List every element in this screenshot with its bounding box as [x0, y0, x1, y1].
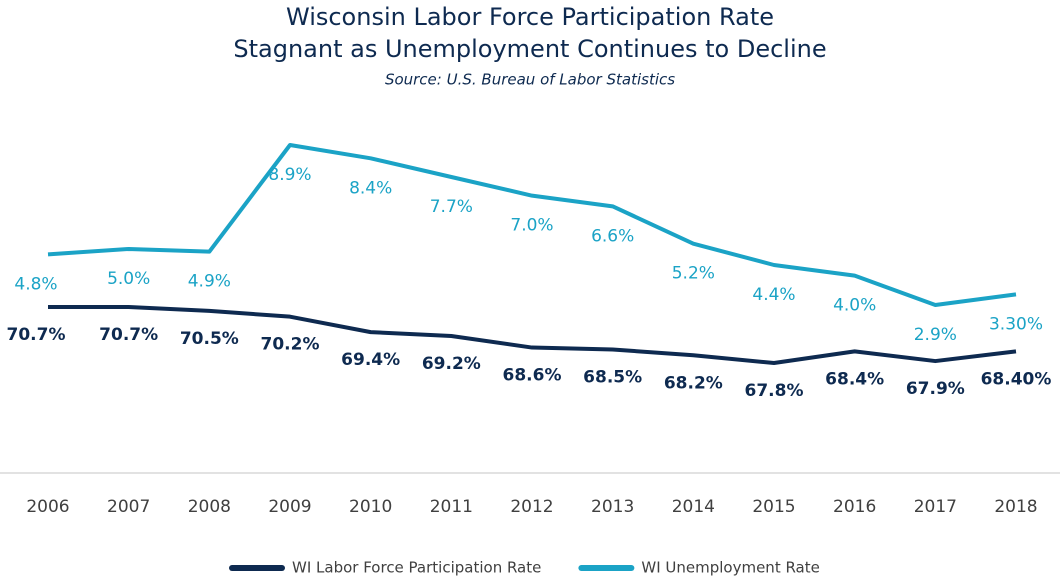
data-label: 70.7%	[99, 325, 158, 345]
data-label: 70.2%	[261, 335, 320, 355]
data-label: 4.0%	[833, 296, 876, 316]
data-label: 4.9%	[188, 272, 231, 292]
chart-source: Source: U.S. Bureau of Labor Statistics	[385, 71, 675, 89]
x-tick-label: 2016	[833, 497, 876, 517]
x-tick-label: 2010	[349, 497, 392, 517]
series-line	[48, 305, 1017, 365]
x-tick-label: 2012	[510, 497, 553, 517]
data-label: 68.6%	[503, 366, 562, 386]
data-label: 67.8%	[745, 381, 804, 401]
data-label: 8.9%	[268, 165, 311, 185]
data-label: 67.9%	[906, 379, 965, 399]
data-label: 5.0%	[107, 269, 150, 289]
data-label: 68.40%	[981, 369, 1052, 389]
data-label: 68.2%	[664, 373, 723, 393]
legend-label: WI Labor Force Participation Rate	[292, 559, 541, 577]
data-label: 3.30%	[989, 314, 1043, 334]
data-label: 5.2%	[672, 264, 715, 284]
data-label: 6.6%	[591, 226, 634, 246]
data-label: 69.2%	[422, 354, 481, 374]
data-label: 2.9%	[914, 325, 957, 345]
x-tick-label: 2013	[591, 497, 634, 517]
data-label: 68.5%	[583, 367, 642, 387]
x-tick-label: 2011	[430, 497, 473, 517]
x-tick-label: 2018	[994, 497, 1037, 517]
x-tick-label: 2008	[188, 497, 231, 517]
x-tick-label: 2017	[914, 497, 957, 517]
data-label: 4.8%	[14, 274, 57, 294]
data-label: 7.0%	[510, 216, 553, 236]
data-label: 8.4%	[349, 178, 392, 198]
x-tick-label: 2006	[26, 497, 69, 517]
x-tick-label: 2015	[752, 497, 795, 517]
data-label: 70.5%	[180, 329, 239, 349]
chart-title: Wisconsin Labor Force Participation Rate	[286, 3, 774, 31]
x-tick-label: 2014	[672, 497, 715, 517]
data-label: 69.4%	[341, 350, 400, 370]
data-label: 70.7%	[7, 325, 66, 345]
x-tick-label: 2009	[268, 497, 311, 517]
x-tick-label: 2007	[107, 497, 150, 517]
legend-label: WI Unemployment Rate	[641, 559, 819, 577]
data-label: 68.4%	[825, 369, 884, 389]
series-line	[47, 143, 1017, 307]
chart-subtitle: Stagnant as Unemployment Continues to De…	[233, 35, 826, 63]
data-label: 4.4%	[752, 285, 795, 305]
data-label: 7.7%	[430, 197, 473, 217]
